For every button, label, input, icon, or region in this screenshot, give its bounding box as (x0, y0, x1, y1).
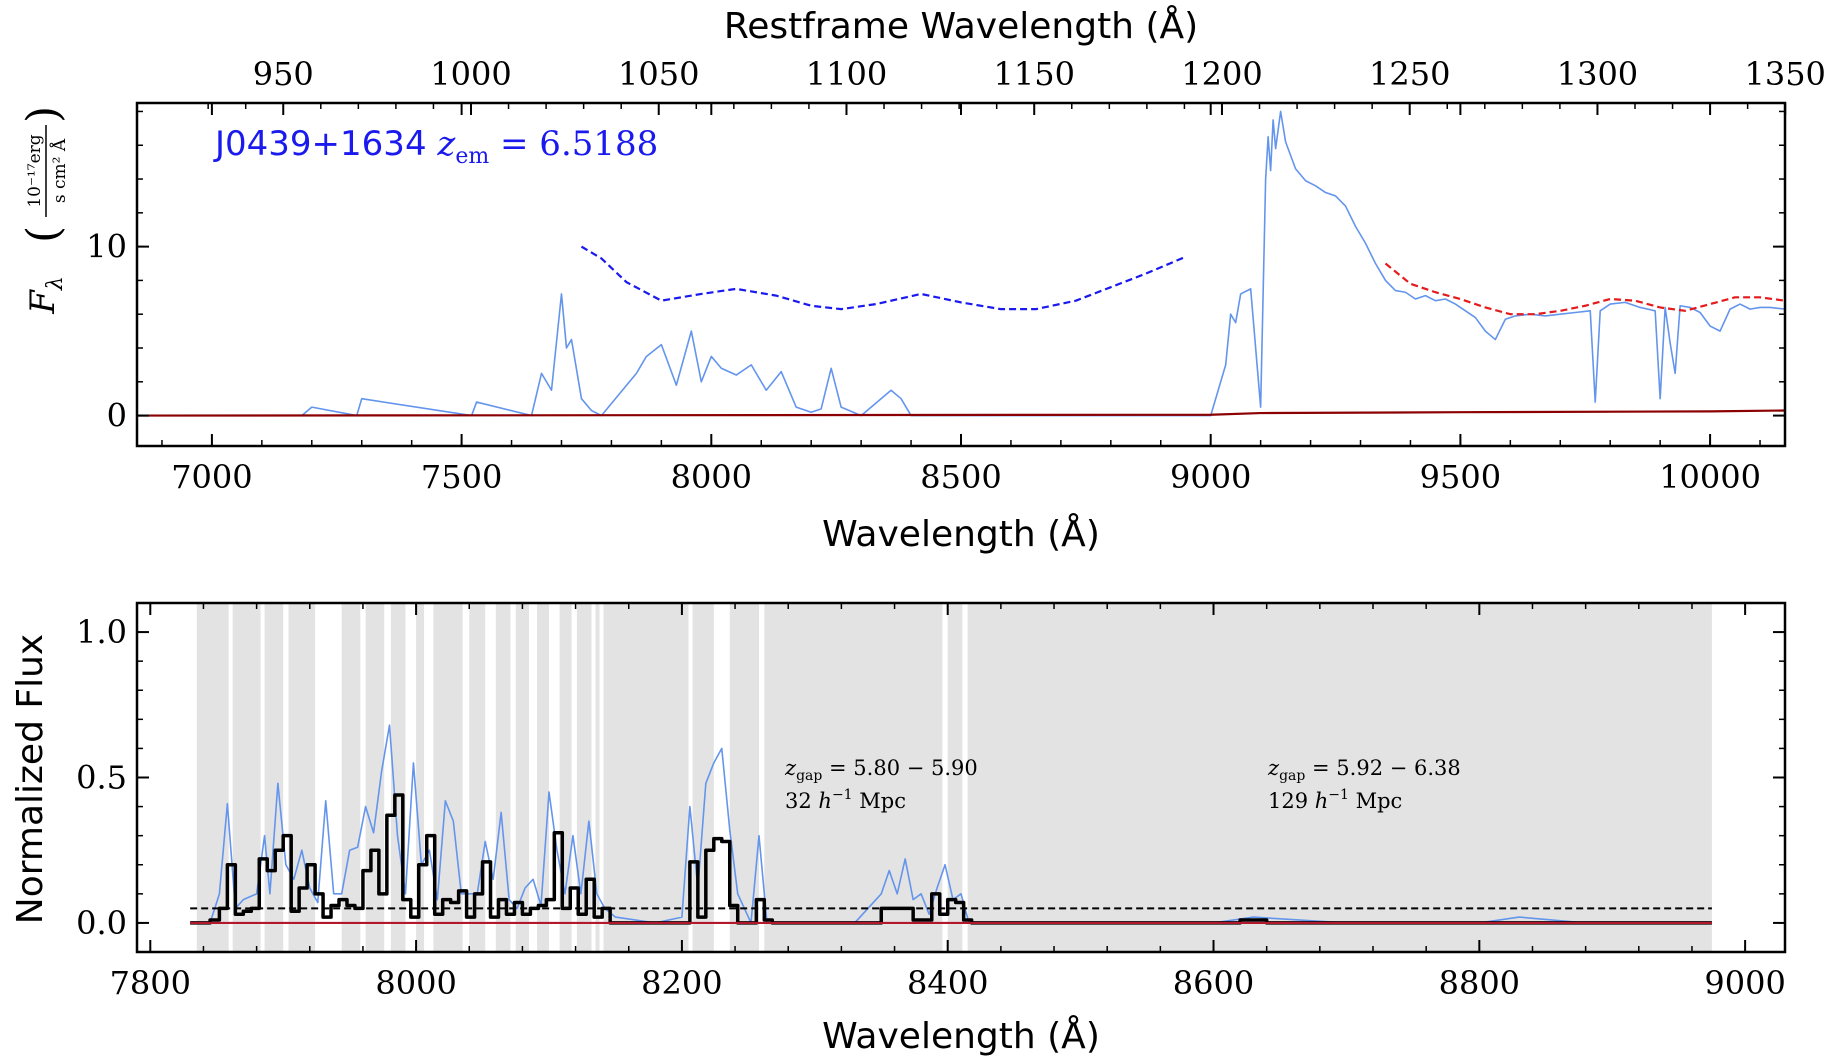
restframe-tick-label: 1050 (618, 55, 699, 93)
restframe-tick-label: 950 (253, 55, 314, 93)
gap-region (559, 603, 572, 952)
gap-region (288, 603, 316, 952)
gap-annotation-2-line1: zgap = 5.92 − 6.38 (1267, 756, 1461, 784)
gap-region (515, 603, 530, 952)
x-tick-label: 7800 (110, 964, 191, 1002)
gap-annotation-2-line2: 129 h−1 Mpc (1268, 787, 1402, 813)
x-tick-label: 8000 (671, 458, 752, 496)
top-continuum-line (1384, 262, 1785, 316)
y-units-open-paren: ( (18, 226, 69, 243)
top-x-ticks: 7000 7500 8000 8500 9000 9500 10000 (161, 103, 1761, 496)
restframe-tick-label: 1250 (1369, 55, 1450, 93)
restframe-tick-label: 1150 (994, 55, 1075, 93)
gap-region (264, 603, 284, 952)
gap-region (603, 603, 689, 952)
restframe-tick-label: 1300 (1557, 55, 1638, 93)
bottom-x-axis-title: Wavelength (Å) (822, 1014, 1100, 1057)
bottom-series-group (190, 724, 1712, 925)
top-restframe-ticks: 950 1000 1050 1100 1150 1200 1250 1300 1350 (207, 55, 1826, 115)
gap-region (947, 603, 963, 952)
x-tick-label: 9000 (1704, 964, 1785, 1002)
gap-annotation-1-line1: zgap = 5.80 − 5.90 (784, 756, 978, 784)
x-tick-label: 9500 (1420, 458, 1501, 496)
top-y-ticks: 0 10 (86, 110, 1785, 435)
restframe-tick-label: 1100 (806, 55, 887, 93)
y-units-denominator: s cm² Å (49, 138, 70, 203)
y-tick-label: 10 (86, 228, 127, 266)
top-y-axis-title: Fλ ( 10⁻¹⁷erg s cm² Å ) (18, 106, 70, 315)
bottom-y-axis-title: Normalized Flux (10, 634, 51, 924)
top-flux-line (137, 110, 1785, 417)
gap-annotation-2: zgap = 5.92 − 6.38 129 h−1 Mpc (1267, 756, 1461, 813)
x-tick-label: 8000 (375, 964, 456, 1002)
x-tick-label: 8500 (920, 458, 1001, 496)
x-tick-label: 9000 (1170, 458, 1251, 496)
gap-region (576, 603, 592, 952)
gap-region (196, 603, 229, 952)
gap-region (416, 603, 425, 952)
y-tick-label: 1.0 (76, 613, 127, 651)
top-restframe-axis-title: Restframe Wavelength (Å) (724, 4, 1198, 47)
gap-regions-group (196, 603, 1712, 952)
top-spectrum-panel: 7000 7500 8000 8500 9000 9500 10000 0 10 950 100… (18, 4, 1826, 555)
bot-binned-line (190, 793, 1712, 925)
y-units-numerator: 10⁻¹⁷erg (25, 134, 45, 207)
x-tick-label: 8800 (1439, 964, 1520, 1002)
restframe-tick-label: 1200 (1181, 55, 1262, 93)
top-x-axis-title: Wavelength (Å) (822, 512, 1100, 555)
bot-flux-line (190, 724, 1712, 924)
top-continuum-blue-line (580, 245, 1187, 311)
y-tick-label: 0.0 (76, 904, 127, 942)
x-tick-label: 10000 (1659, 458, 1761, 496)
gap-region (692, 603, 714, 952)
y-units-close-paren: ) (18, 106, 69, 123)
restframe-tick-label: 1000 (430, 55, 511, 93)
x-tick-label: 7500 (421, 458, 502, 496)
y-tick-label: 0.5 (76, 759, 127, 797)
gap-region (967, 603, 1712, 952)
top-series-group (137, 110, 1785, 417)
restframe-tick-label: 1350 (1744, 55, 1825, 93)
top-error-line (137, 409, 1785, 417)
y-tick-label: 0 (107, 397, 127, 435)
x-tick-label: 7000 (171, 458, 252, 496)
gap-region (495, 603, 511, 952)
gap-region (469, 603, 486, 952)
bottom-y-ticks: 0.0 0.5 1.0 (76, 602, 1785, 953)
gap-region (595, 603, 600, 952)
y-flux-symbol: Fλ (23, 276, 68, 315)
x-tick-label: 8600 (1173, 964, 1254, 1002)
gap-annotation-1: zgap = 5.80 − 5.90 32 h−1 Mpc (784, 756, 978, 813)
bottom-normalized-panel: 7800 8000 8200 8400 8600 8800 9000 0.0 0.5 1.0 z… (10, 601, 1787, 1057)
quasar-label: J0439+1634 zem = 6.5188 (213, 124, 658, 169)
bottom-x-ticks: 7800 8000 8200 8400 8600 8800 9000 (110, 603, 1786, 1002)
x-tick-label: 8400 (907, 964, 988, 1002)
gap-region (537, 603, 549, 952)
x-tick-label: 8200 (641, 964, 722, 1002)
